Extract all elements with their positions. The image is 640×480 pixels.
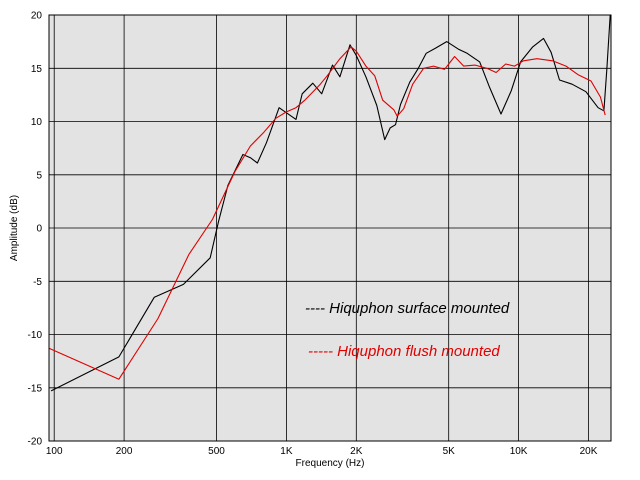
y-tick-label: 15 bbox=[31, 64, 43, 75]
x-tick-label: 1K bbox=[280, 446, 293, 457]
y-axis-label: Amplitude (dB) bbox=[9, 195, 20, 261]
x-tick-label: 2K bbox=[350, 446, 363, 457]
x-tick-label: 100 bbox=[46, 446, 63, 457]
x-tick-label: 200 bbox=[116, 446, 133, 457]
x-tick-label: 500 bbox=[208, 446, 225, 457]
plot-frame bbox=[48, 14, 612, 442]
y-tick-label: 5 bbox=[36, 170, 42, 181]
y-tick-label: -20 bbox=[28, 437, 43, 448]
legend-entry-surface-mounted: ---- Hiquphon surface mounted bbox=[305, 300, 510, 317]
x-tick-label: 5K bbox=[443, 446, 456, 457]
series-layer bbox=[48, 14, 611, 392]
x-tick-label: 10K bbox=[510, 446, 528, 457]
y-tick-label: 20 bbox=[31, 11, 43, 22]
y-tick-label: 0 bbox=[36, 224, 42, 235]
legend-entry-flush-mounted: ----- Hiquphon flush mounted bbox=[308, 343, 500, 360]
y-tick-label: 10 bbox=[31, 117, 43, 128]
y-tick-label: -5 bbox=[33, 277, 42, 288]
grid-lines bbox=[49, 14, 611, 442]
x-axis-label: Frequency (Hz) bbox=[296, 458, 365, 469]
y-tick-label: -15 bbox=[28, 383, 43, 394]
tick-labels: 100 200 500 1K 2K 5K 10K 20K 20 15 10 5 0 -5 -10 -15 -20 bbox=[28, 11, 598, 458]
series-line-surface-mounted bbox=[50, 14, 611, 392]
x-tick-label: 20K bbox=[580, 446, 598, 457]
series-line-flush-mounted bbox=[48, 46, 606, 380]
y-tick-label: -10 bbox=[28, 330, 43, 341]
